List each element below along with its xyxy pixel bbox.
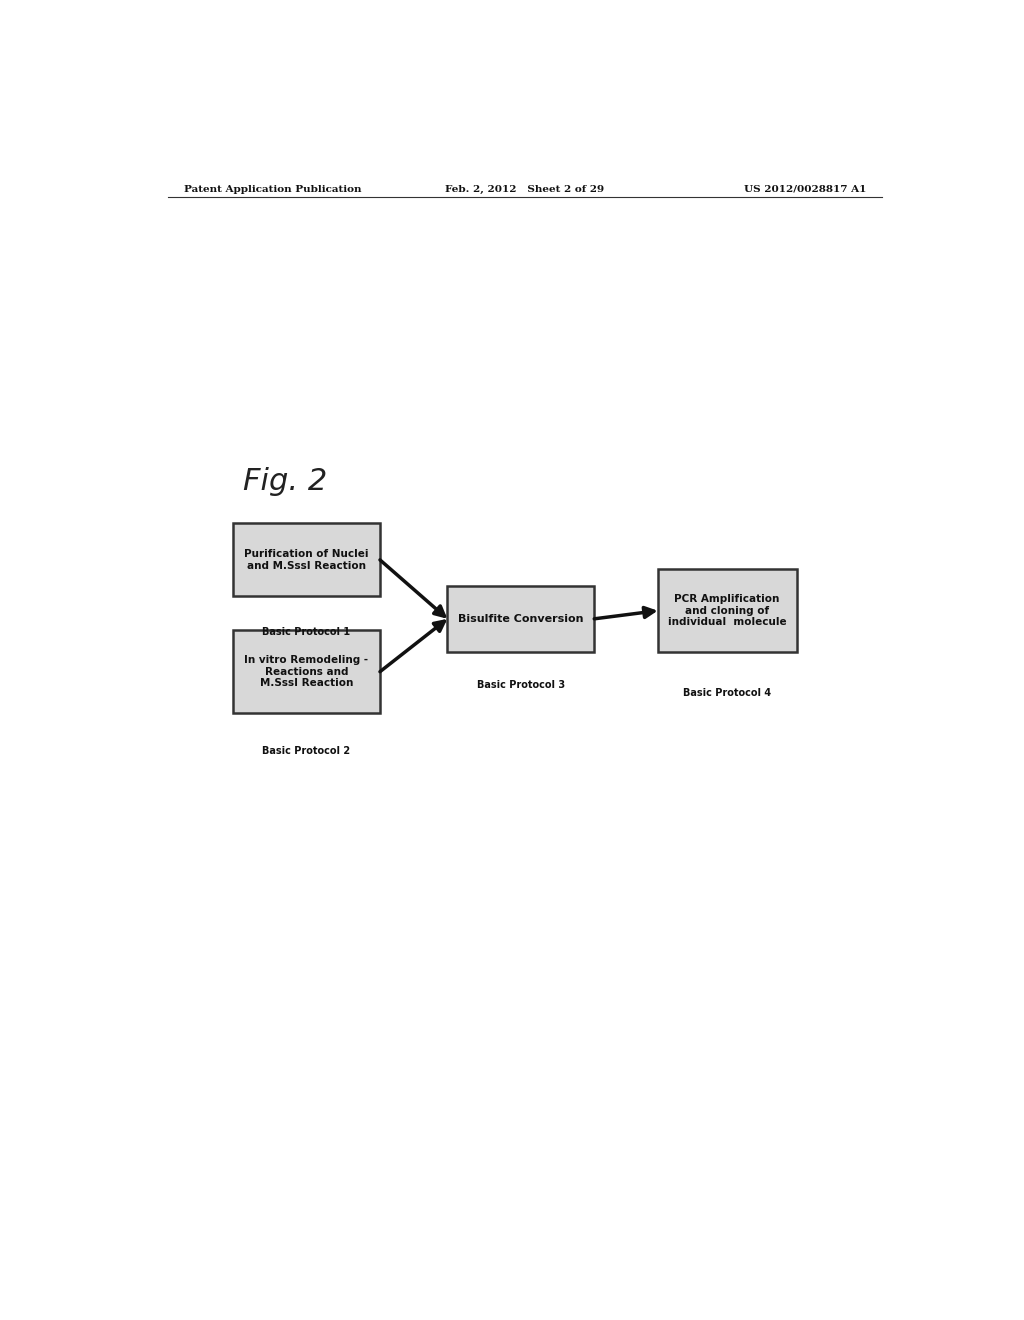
- Text: Patent Application Publication: Patent Application Publication: [183, 185, 361, 194]
- Text: Basic Protocol 4: Basic Protocol 4: [683, 688, 771, 698]
- Text: Purification of Nuclei
and M.SssI Reaction: Purification of Nuclei and M.SssI Reacti…: [245, 549, 369, 570]
- Text: US 2012/0028817 A1: US 2012/0028817 A1: [743, 185, 866, 194]
- Text: Basic Protocol 1: Basic Protocol 1: [262, 627, 350, 638]
- Text: Basic Protocol 3: Basic Protocol 3: [477, 680, 565, 690]
- FancyBboxPatch shape: [657, 569, 797, 652]
- FancyBboxPatch shape: [447, 586, 594, 652]
- Text: Bisulfite Conversion: Bisulfite Conversion: [458, 614, 584, 624]
- Text: Feb. 2, 2012   Sheet 2 of 29: Feb. 2, 2012 Sheet 2 of 29: [445, 185, 604, 194]
- FancyBboxPatch shape: [233, 630, 380, 713]
- Text: PCR Amplification
and cloning of
individual  molecule: PCR Amplification and cloning of individ…: [668, 594, 786, 627]
- Text: Basic Protocol 2: Basic Protocol 2: [262, 746, 350, 756]
- FancyBboxPatch shape: [233, 523, 380, 597]
- Text: In vitro Remodeling -
Reactions and
M.SssI Reaction: In vitro Remodeling - Reactions and M.Ss…: [245, 655, 369, 688]
- Text: Fig. 2: Fig. 2: [243, 467, 328, 496]
